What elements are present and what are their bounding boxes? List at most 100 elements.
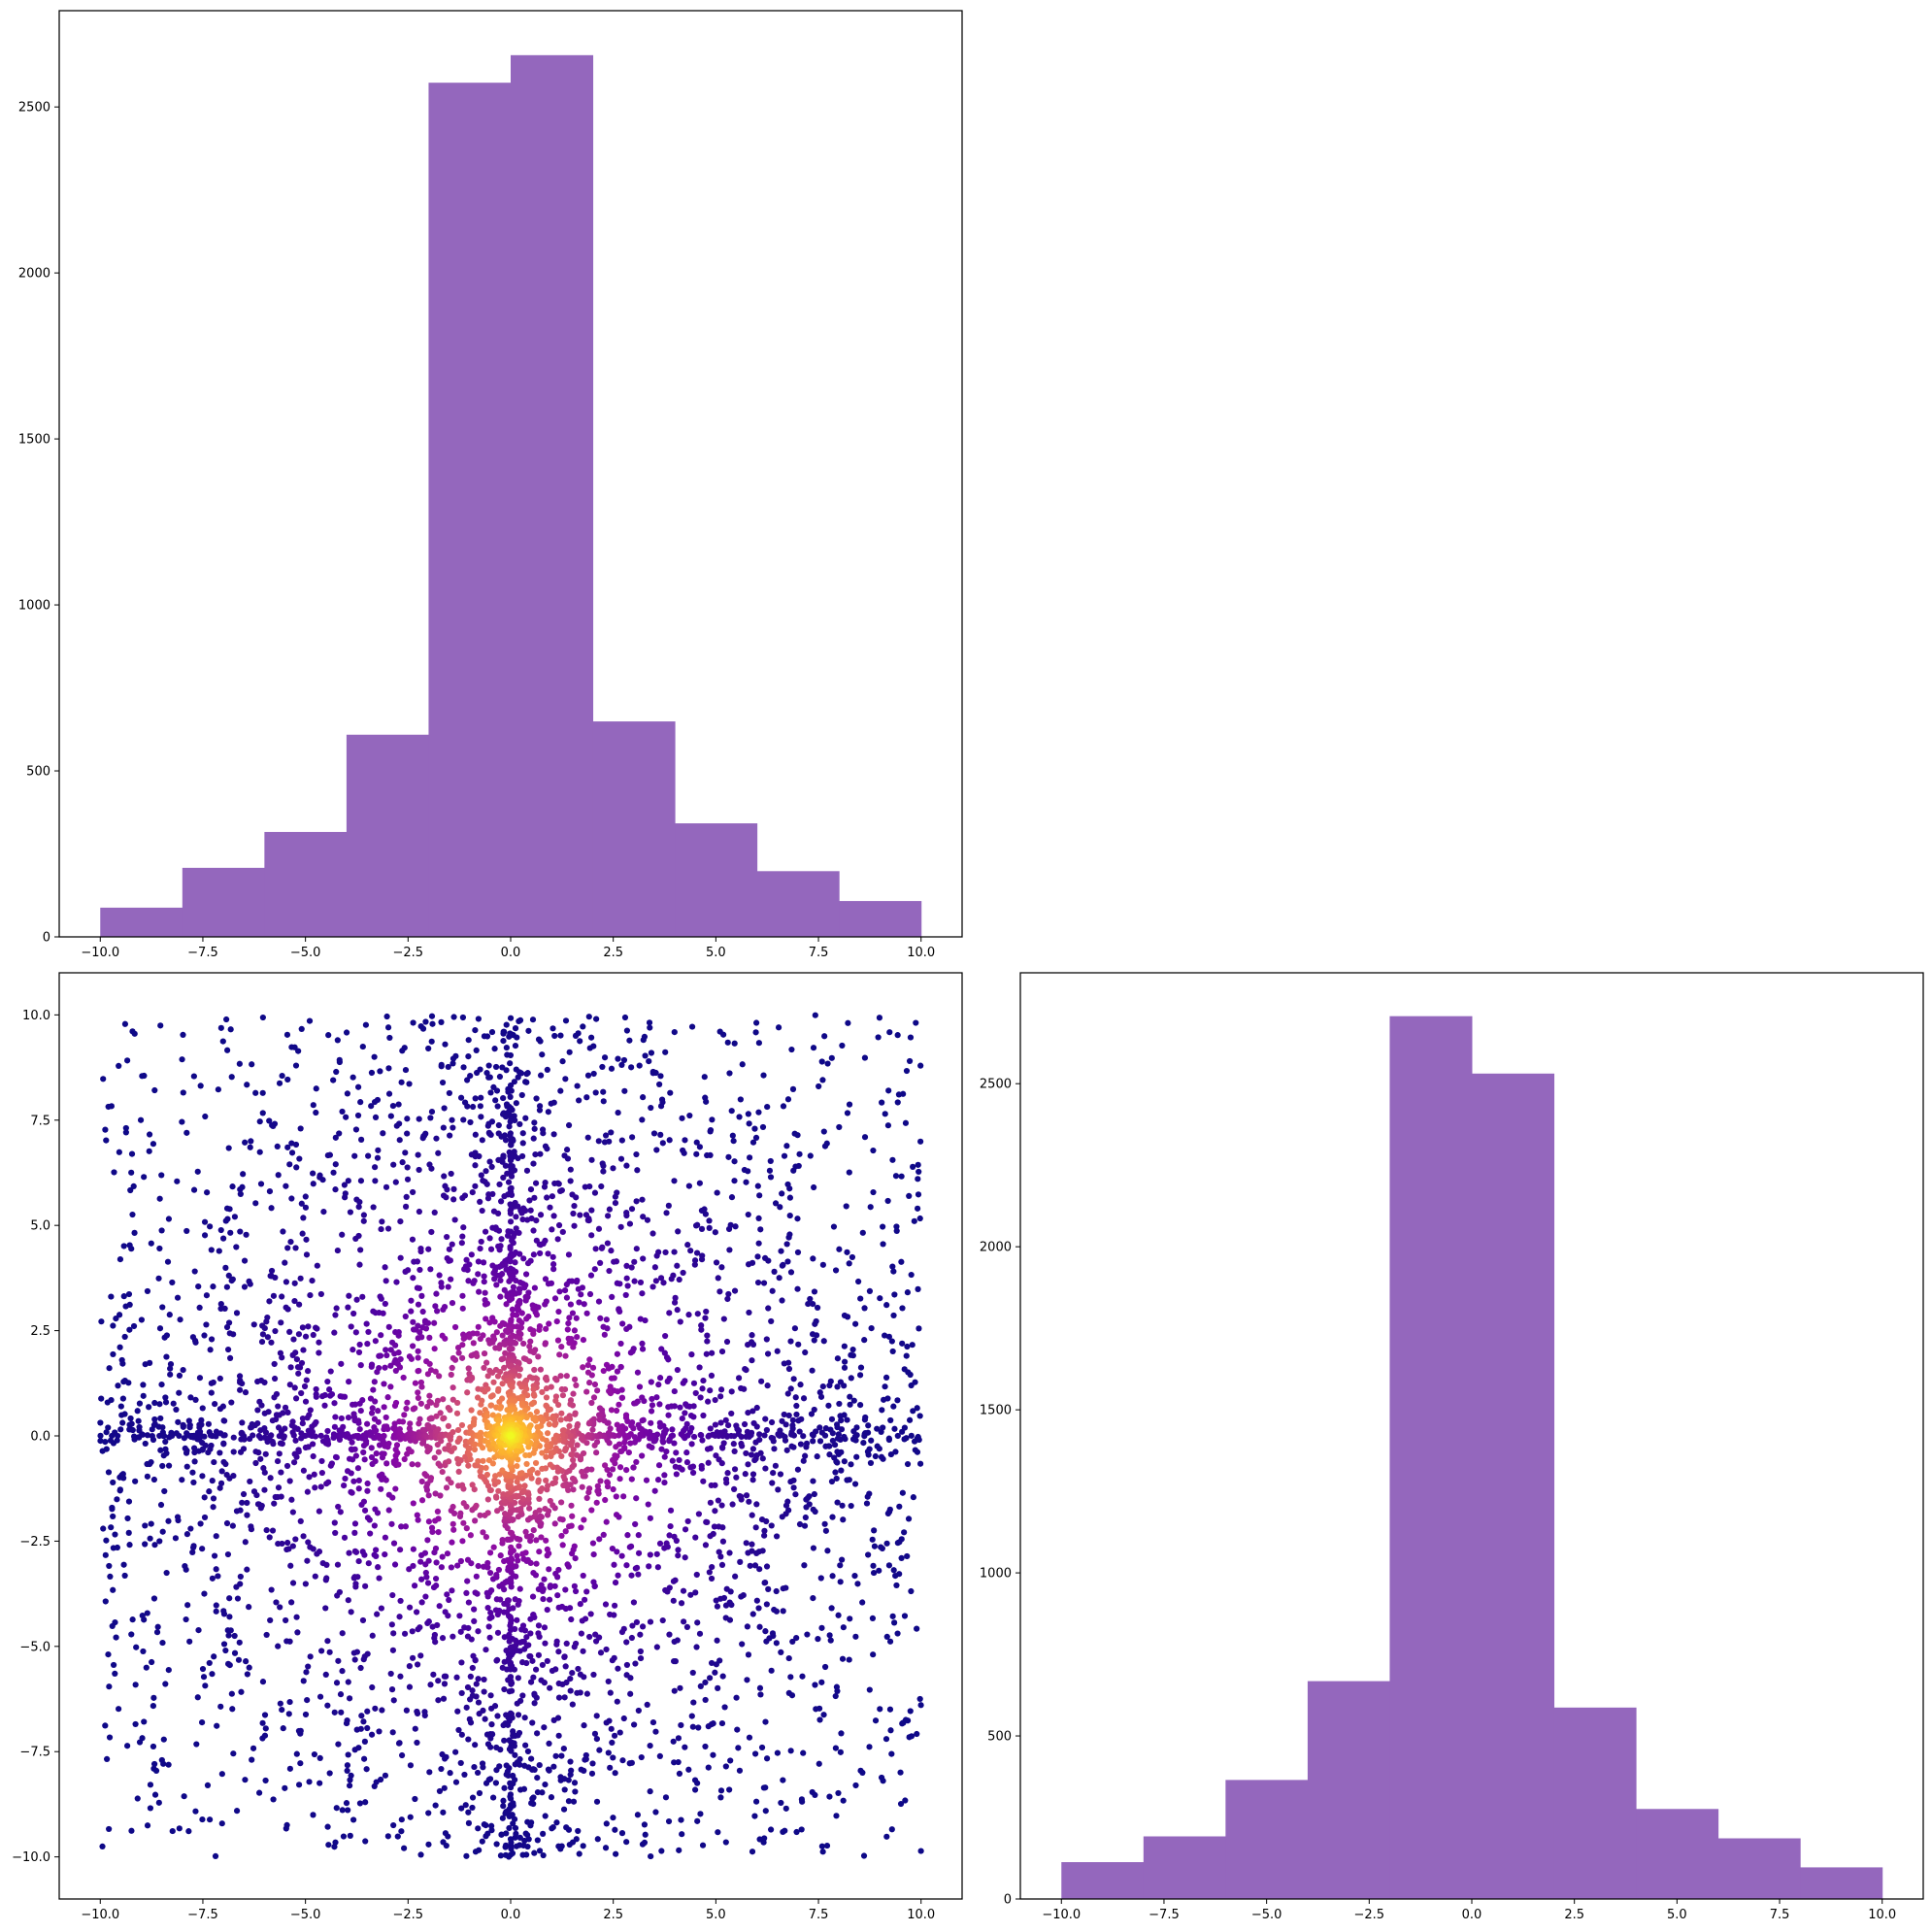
scatter-point bbox=[676, 1847, 683, 1853]
scatter-point bbox=[339, 1108, 346, 1116]
scatter-point bbox=[767, 1174, 775, 1181]
scatter-point bbox=[544, 1146, 550, 1152]
scatter-point bbox=[592, 1089, 599, 1096]
scatter-point bbox=[305, 1323, 312, 1330]
scatter-point bbox=[516, 1120, 523, 1128]
scatter-point bbox=[587, 1272, 595, 1279]
scatter-point bbox=[385, 1440, 392, 1448]
scatter-point bbox=[199, 1405, 206, 1412]
scatter-point bbox=[771, 1606, 778, 1614]
scatter-point bbox=[284, 1245, 291, 1251]
scatter-point bbox=[789, 1638, 796, 1646]
scatter-point bbox=[462, 1802, 469, 1809]
scatter-point bbox=[814, 1304, 821, 1312]
scatter-point bbox=[816, 1424, 823, 1431]
scatter-point bbox=[408, 1308, 415, 1315]
scatter-point bbox=[291, 1280, 298, 1286]
scatter-point bbox=[338, 1360, 345, 1367]
scatter-point bbox=[259, 1679, 267, 1685]
scatter-point bbox=[540, 1130, 547, 1137]
scatter-point bbox=[663, 1540, 670, 1547]
scatter-point bbox=[326, 1151, 334, 1158]
scatter-point bbox=[450, 1445, 457, 1451]
scatter-point bbox=[277, 1604, 283, 1611]
scatter-point bbox=[336, 1058, 343, 1066]
scatter-point bbox=[290, 1336, 297, 1343]
scatter-point bbox=[199, 1718, 206, 1726]
scatter-point bbox=[227, 1229, 234, 1236]
scatter-point bbox=[169, 1279, 176, 1286]
scatter-point bbox=[653, 1550, 660, 1557]
scatter-point bbox=[465, 1278, 472, 1284]
scatter-point bbox=[572, 1555, 579, 1562]
scatter-point bbox=[743, 1449, 749, 1457]
scatter-point bbox=[430, 1671, 437, 1678]
scatter-point bbox=[524, 1748, 532, 1755]
scatter-point bbox=[324, 1823, 331, 1830]
scatter-point bbox=[172, 1535, 180, 1542]
scatter-point bbox=[487, 1131, 494, 1139]
scatter-point bbox=[426, 1360, 433, 1367]
scatter-point bbox=[778, 1799, 784, 1807]
scatter-point bbox=[239, 1499, 246, 1506]
scatter-point bbox=[609, 1739, 616, 1747]
scatter-point bbox=[522, 1271, 530, 1278]
scatter-point bbox=[242, 1139, 249, 1146]
scatter-point bbox=[879, 1099, 885, 1106]
scatter-point bbox=[519, 1216, 526, 1223]
scatter-point bbox=[183, 1129, 190, 1136]
scatter-point bbox=[359, 1616, 367, 1624]
scatter-point bbox=[651, 1264, 658, 1271]
scatter-point bbox=[360, 1217, 367, 1224]
scatter-point bbox=[699, 1842, 707, 1849]
scatter-point bbox=[857, 1402, 864, 1409]
scatter-point bbox=[139, 1612, 146, 1619]
scatter-point bbox=[377, 1776, 384, 1783]
scatter-point bbox=[538, 1582, 545, 1588]
scatter-point bbox=[471, 1763, 478, 1771]
scatter-point bbox=[715, 1684, 721, 1691]
scatter-point bbox=[357, 1407, 364, 1415]
scatter-point bbox=[626, 1037, 633, 1044]
scatter-point bbox=[521, 1284, 528, 1291]
scatter-point bbox=[570, 1390, 577, 1397]
scatter-point bbox=[756, 1623, 763, 1630]
scatter-point bbox=[853, 1453, 860, 1460]
scatter-point bbox=[840, 1516, 847, 1523]
scatter-point bbox=[423, 1574, 430, 1581]
scatter-point bbox=[785, 1654, 792, 1662]
scatter-point bbox=[424, 1319, 432, 1326]
scatter-point bbox=[647, 1788, 653, 1795]
scatter-point bbox=[713, 1452, 719, 1459]
scatter-point bbox=[295, 1782, 303, 1788]
scatter-point bbox=[633, 1198, 640, 1205]
scatter-point bbox=[444, 1186, 450, 1193]
scatter-point bbox=[331, 1400, 338, 1407]
scatter-point bbox=[496, 1181, 503, 1188]
scatter-point bbox=[337, 1691, 345, 1698]
scatter-point bbox=[584, 1361, 591, 1369]
scatter-point bbox=[567, 1676, 574, 1682]
scatter-point bbox=[513, 1277, 519, 1284]
scatter-point bbox=[455, 1345, 462, 1351]
scatter-point bbox=[432, 1368, 439, 1375]
scatter-point bbox=[523, 1316, 530, 1322]
scatter-point bbox=[368, 1103, 375, 1110]
scatter-point bbox=[457, 1510, 464, 1516]
scatter-point bbox=[458, 1421, 466, 1429]
scatter-point bbox=[648, 1852, 654, 1860]
scatter-point bbox=[300, 1467, 307, 1474]
scatter-point bbox=[116, 1706, 122, 1713]
scatter-point bbox=[361, 1456, 368, 1463]
scatter-point bbox=[698, 1225, 706, 1232]
scatter-point bbox=[663, 1210, 670, 1216]
scatter-point bbox=[628, 1634, 635, 1642]
scatter-point bbox=[667, 1522, 674, 1530]
scatter-point bbox=[750, 1419, 757, 1427]
scatter-point bbox=[129, 1616, 136, 1623]
scatter-point bbox=[348, 1772, 354, 1780]
scatter-point bbox=[617, 1364, 624, 1371]
scatter-point bbox=[437, 1462, 444, 1469]
scatter-point bbox=[698, 1207, 706, 1215]
scatter-point bbox=[466, 1451, 473, 1458]
